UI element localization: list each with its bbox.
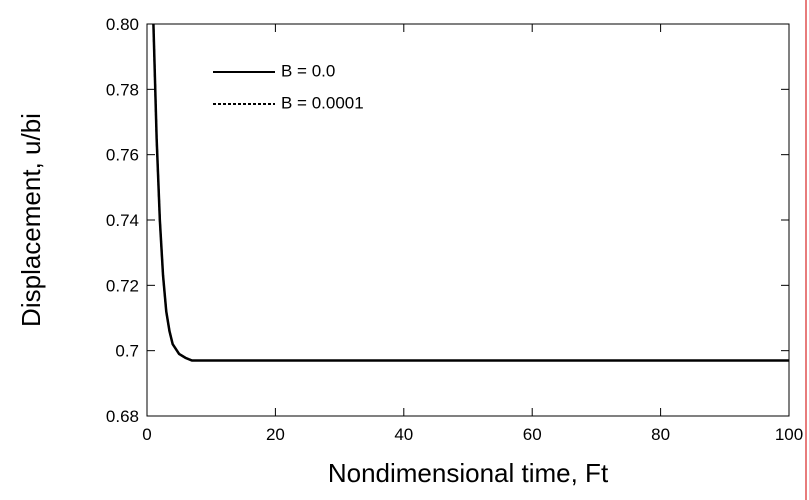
y-tick-label: 0.7	[115, 342, 139, 361]
legend-label: B = 0.0001	[281, 93, 364, 112]
series-line	[152, 23, 789, 362]
y-axis-label: Displacement, u/bi	[16, 113, 46, 327]
y-tick-label: 0.74	[106, 211, 139, 230]
x-tick-label: 0	[142, 425, 151, 444]
y-tick-label: 0.80	[106, 15, 139, 34]
y-tick-label: 0.78	[106, 80, 139, 99]
x-axis-label: Nondimensional time, Ft	[328, 458, 609, 488]
y-tick-label: 0.68	[106, 407, 139, 426]
plot-frame	[146, 23, 790, 417]
series-line	[152, 23, 789, 362]
x-tick-label: 80	[651, 425, 670, 444]
y-tick-label: 0.72	[106, 276, 139, 295]
x-tick-label: 20	[266, 425, 285, 444]
y-tick-label: 0.76	[106, 146, 139, 165]
x-tick-label: 40	[394, 425, 413, 444]
x-tick-label: 100	[775, 425, 803, 444]
x-tick-label: 60	[523, 425, 542, 444]
legend-label: B = 0.0	[281, 61, 335, 80]
